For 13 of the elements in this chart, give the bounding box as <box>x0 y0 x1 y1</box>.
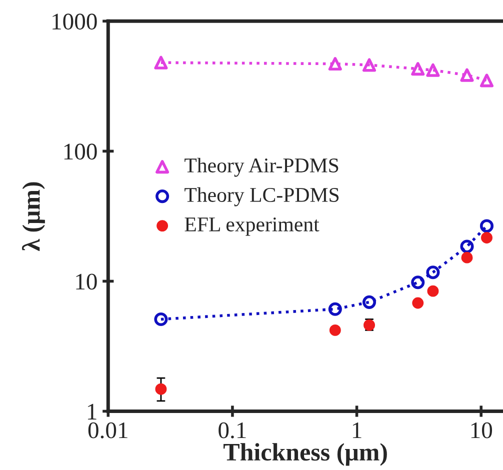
x-axis-title: Thickness (μm) <box>224 443 387 466</box>
x-tick-label: 1 <box>352 422 362 438</box>
x-tick-label: 0.1 <box>218 422 246 438</box>
y-tick-label: 100 <box>64 144 97 160</box>
y-tick-label: 10 <box>76 274 97 290</box>
legend-label: Theory LC-PDMS <box>184 187 339 206</box>
legend-label: EFL experiment <box>184 217 320 236</box>
x-tick-label: 0.01 <box>88 422 128 438</box>
legend-label: Theory Air-PDMS <box>184 158 338 177</box>
y-axis-title: λ (μm) <box>22 182 45 251</box>
x-tick-label: 10 <box>471 422 492 438</box>
y-tick-label: 1 <box>88 404 96 420</box>
y-tick-label: 1000 <box>52 14 97 30</box>
